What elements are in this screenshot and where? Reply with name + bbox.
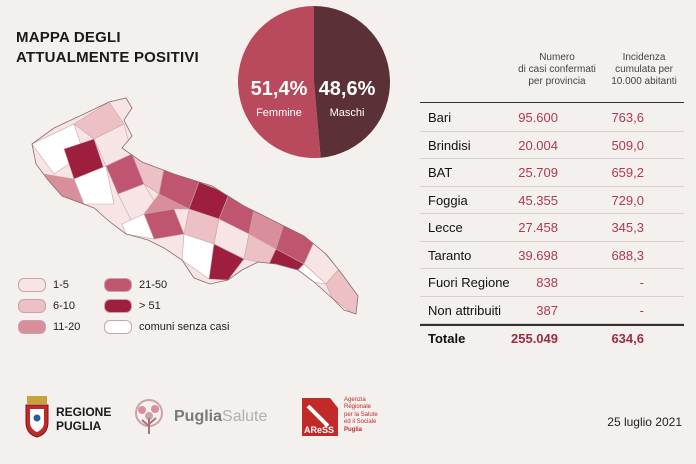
legend-item-51: > 51 <box>104 299 161 313</box>
male-slice <box>314 6 390 158</box>
aress-description: Agenzia Regionale per la Salute ed il So… <box>344 397 378 434</box>
province-cases: 387 <box>536 302 558 318</box>
province-name: Bari <box>428 110 452 125</box>
legend-label: 11-20 <box>53 321 81 333</box>
legend-item-no-cases: comuni senza casi <box>104 320 230 334</box>
legend-label: 21-50 <box>139 279 168 291</box>
legend-item-1-5: 1-5 <box>18 278 69 292</box>
page-title: MAPPA DEGLI ATTUALMENTE POSITIVI <box>16 28 199 68</box>
male-pct-group: 48,6% <box>312 78 382 101</box>
legend-swatch <box>104 278 132 292</box>
province-incidence: 729,0 <box>611 192 644 208</box>
puglia-salute-part-a: Puglia <box>174 408 223 425</box>
title-line-2: ATTUALMENTE POSITIVI <box>16 49 199 66</box>
total-incidence: 634,6 <box>611 331 644 346</box>
legend-swatch <box>18 278 46 292</box>
legend-label: > 51 <box>139 300 161 312</box>
legend-item-21-50: 21-50 <box>104 278 167 292</box>
female-pct-group: 51,4% <box>244 78 314 101</box>
table-row: Taranto 39.698 688,3 <box>420 242 684 269</box>
table-row: Fuori Regione 838 - <box>420 269 684 297</box>
legend-label: comuni senza casi <box>139 321 230 333</box>
table-top-rule <box>420 102 684 103</box>
female-slice <box>238 6 321 158</box>
column-header-cases: Numero di casi confermati per provincia <box>518 52 596 87</box>
province-incidence: - <box>639 302 644 318</box>
table-row: Bari 95.600 763,6 <box>420 104 684 132</box>
puglia-salute-part-b: Salute <box>222 408 268 425</box>
legend-item-6-10: 6-10 <box>18 299 75 313</box>
province-name: Foggia <box>428 192 468 208</box>
table-row: Non attribuiti 387 - <box>420 297 684 324</box>
male-label: Maschi <box>329 107 365 119</box>
regione-line-1: REGIONE <box>56 405 112 419</box>
aress-desc-line: ed il Sociale <box>344 419 377 426</box>
province-cases: 25.709 <box>518 165 558 180</box>
province-incidence: 763,6 <box>611 110 644 125</box>
column-header-incidence: Incidenza cumulata per 10.000 abitanti <box>611 52 677 87</box>
province-cases: 27.458 <box>518 220 558 235</box>
aress-desc-line: Regionale <box>344 404 372 411</box>
aress-desc-line: Puglia <box>344 426 363 433</box>
legend-swatch <box>18 299 46 313</box>
aress-desc-line: Agenzia <box>344 397 366 403</box>
table-row: Lecce 27.458 345,3 <box>420 214 684 242</box>
title-line-1: MAPPA DEGLI <box>16 29 121 46</box>
regione-line-2: PUGLIA <box>56 419 102 433</box>
female-label: Femmine <box>256 107 302 119</box>
tree-icon <box>135 399 163 434</box>
province-incidence: 345,3 <box>611 220 644 235</box>
province-table: Bari 95.600 763,6 Brindisi 20.004 509,0 … <box>420 104 684 353</box>
female-label-wrap: Femmine <box>244 107 314 119</box>
gender-pie-chart <box>238 6 390 158</box>
puglia-salute-text: PugliaSalute <box>174 408 267 426</box>
province-incidence: 509,0 <box>611 137 644 153</box>
province-name: Fuori Regione <box>428 275 510 290</box>
male-pct: 48,6% <box>318 78 376 100</box>
province-cases: 45.355 <box>518 192 558 208</box>
legend-swatch <box>18 320 46 334</box>
puglia-salute-logo: PugliaSalute <box>130 396 290 440</box>
total-label: Totale <box>428 331 466 346</box>
total-cases: 255.049 <box>511 331 558 346</box>
aress-name: AReSS <box>304 425 335 435</box>
aress-desc-line: per la Salute <box>344 411 378 418</box>
province-cases: 20.004 <box>518 137 558 153</box>
map-legend: 1-5 6-10 11-20 21-50 > 51 comuni senza c… <box>18 278 258 338</box>
province-name: Taranto <box>428 247 472 263</box>
legend-swatch <box>104 320 132 334</box>
legend-label: 1-5 <box>53 279 69 291</box>
regione-puglia-logo: REGIONE PUGLIA <box>24 396 134 440</box>
legend-swatch <box>104 299 132 313</box>
province-name: Brindisi <box>428 137 471 153</box>
report-date: 25 luglio 2021 <box>607 415 682 429</box>
legend-label: 6-10 <box>53 300 76 312</box>
province-name: BAT <box>428 165 453 180</box>
male-label-wrap: Maschi <box>312 107 382 119</box>
aress-logo: AReSS Agenzia Regionale per la Salute ed… <box>300 396 400 440</box>
table-row: BAT 25.709 659,2 <box>420 159 684 187</box>
female-pct: 51,4% <box>250 78 308 100</box>
puglia-map <box>31 97 359 315</box>
legend-item-11-20: 11-20 <box>18 320 80 334</box>
regione-puglia-text: REGIONE PUGLIA <box>56 405 111 433</box>
province-cases: 838 <box>536 275 558 290</box>
province-name: Lecce <box>428 220 463 235</box>
province-cases: 39.698 <box>518 247 558 263</box>
province-incidence: - <box>639 275 644 290</box>
province-cases: 95.600 <box>518 110 558 125</box>
regione-shield-icon <box>25 396 49 438</box>
province-incidence: 659,2 <box>611 165 644 180</box>
aress-mark-icon <box>302 398 338 436</box>
table-row: Brindisi 20.004 509,0 <box>420 132 684 159</box>
table-total-row: Totale 255.049 634,6 <box>420 324 684 353</box>
province-name: Non attribuiti <box>428 302 501 318</box>
province-incidence: 688,3 <box>611 247 644 263</box>
table-row: Foggia 45.355 729,0 <box>420 187 684 214</box>
